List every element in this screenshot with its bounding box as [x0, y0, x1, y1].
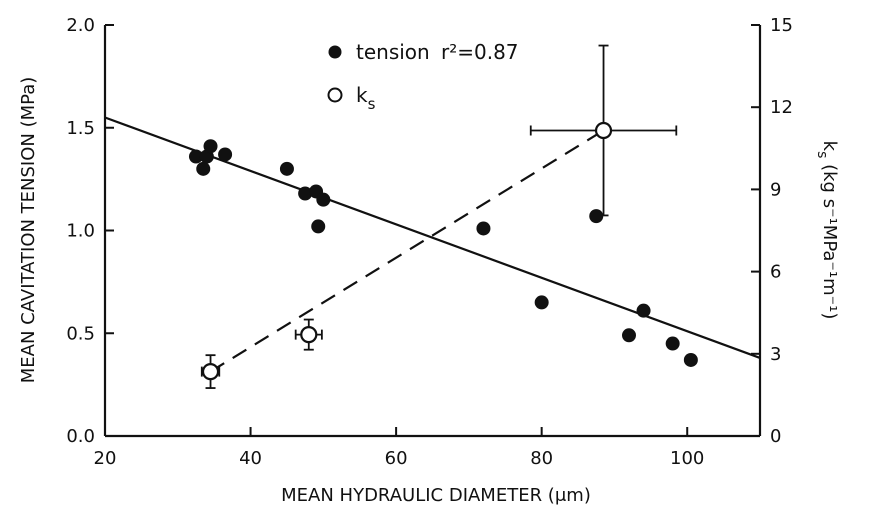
legend-ks-marker — [327, 87, 343, 103]
x-tick-label: 80 — [530, 448, 553, 469]
tension-point — [589, 209, 604, 224]
ks-point — [201, 363, 220, 381]
tension-point — [316, 192, 331, 207]
y2-axis-title: ks (kg s⁻¹MPa⁻¹m⁻¹) — [814, 141, 840, 320]
legend-ks-label: ks — [356, 83, 376, 113]
fit-lines — [104, 116, 761, 373]
tension-point — [298, 186, 313, 201]
tension-point — [203, 139, 218, 154]
ks-point — [594, 121, 613, 140]
y2-tick-label: 12 — [770, 97, 793, 118]
tension-point — [188, 149, 203, 164]
x-tick-label: 40 — [239, 448, 262, 469]
y-tick-label: 0.0 — [66, 426, 95, 447]
axes: 20 40 60 80 100 0.0 0.5 1.0 1.5 2.0 0 3 6 9 12 15 — [66, 15, 793, 469]
tension-point — [218, 147, 233, 162]
y-tick-label: 1.0 — [66, 221, 95, 242]
legend-tension-annotation: r²=0.87 — [441, 40, 519, 64]
y-tick-label: 0.5 — [66, 323, 95, 344]
x-tick-label: 60 — [385, 448, 408, 469]
y2-tick-label: 3 — [770, 344, 781, 365]
tension-point — [476, 221, 491, 236]
legend: tension r²=0.87 ks — [327, 40, 519, 113]
ks-point — [300, 326, 318, 344]
x-axis-title: MEAN HYDRAULIC DIAMETER (μm) — [281, 485, 591, 506]
ks-fit-line — [209, 129, 605, 373]
y2-tick-label: 15 — [770, 15, 793, 36]
legend-tension-marker — [328, 45, 342, 59]
tension-fit-line — [104, 116, 761, 359]
tension-point — [279, 161, 294, 176]
x-tick-label: 20 — [94, 448, 117, 469]
tension-point — [534, 295, 549, 310]
tension-point — [665, 336, 680, 351]
tension-point — [311, 219, 326, 234]
error-bars — [200, 44, 678, 389]
tension-point — [622, 328, 636, 343]
y2-tick-label: 9 — [770, 179, 781, 200]
y2-tick-label: 6 — [770, 262, 781, 283]
legend-tension-label: tension — [356, 40, 430, 64]
y-tick-label: 1.5 — [66, 118, 95, 139]
tension-point — [683, 352, 698, 367]
y-axis-title: MEAN CAVITATION TENSION (MPa) — [18, 77, 39, 384]
data-points — [188, 121, 698, 381]
x-tick-label: 100 — [670, 448, 704, 469]
y2-tick-label: 0 — [770, 426, 781, 447]
y-tick-label: 2.0 — [66, 15, 95, 36]
tension-point — [196, 161, 211, 176]
tension-point — [636, 303, 651, 318]
